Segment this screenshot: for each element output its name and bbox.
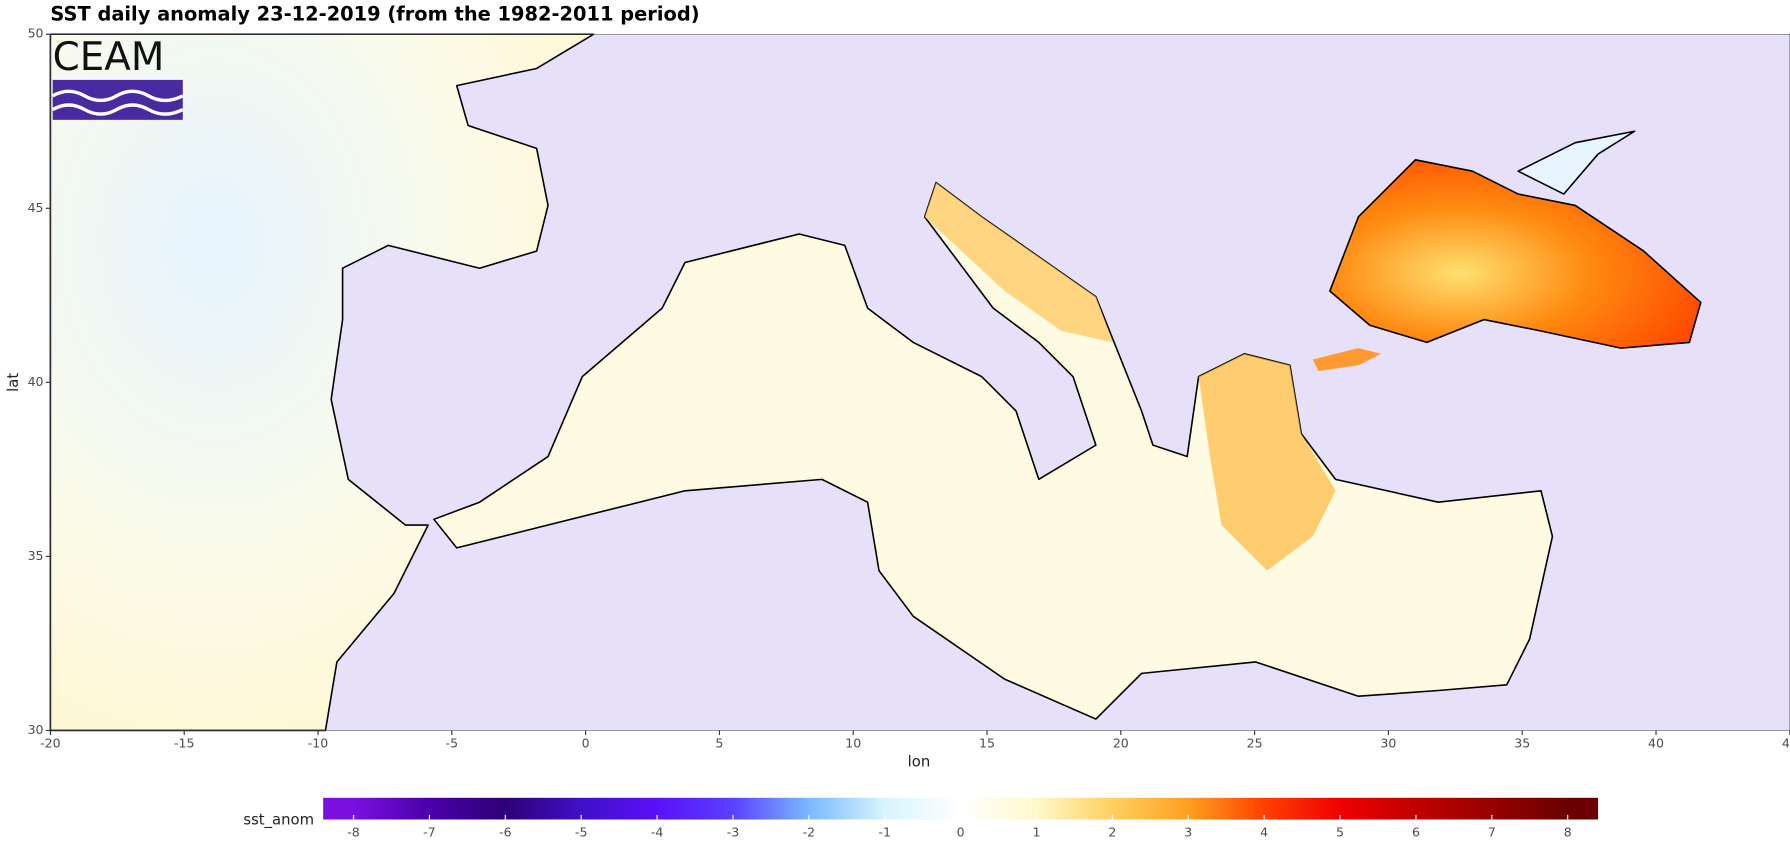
x-tick-label: 15 (979, 736, 995, 751)
logo-text: CEAM (53, 35, 165, 80)
logo: CEAM (51, 35, 184, 120)
y-tick-label: 50 (28, 26, 44, 41)
colorbar-tick-label: -1 (878, 825, 891, 840)
x-tick-label: 35 (1514, 736, 1530, 751)
x-axis-label: lon (908, 753, 931, 770)
black-sea (1329, 158, 1702, 349)
colorbar-tick-label: -3 (727, 825, 740, 840)
x-tick-label: -15 (174, 736, 195, 751)
x-tick-label: 20 (1113, 736, 1129, 751)
logo-wave-lines (51, 89, 184, 116)
y-tick-label: 30 (28, 722, 44, 737)
map-panel: CEAM (49, 33, 1790, 732)
y-tick-label: 45 (28, 200, 44, 215)
aegean-anomaly (1198, 353, 1336, 571)
colorbar-tick-label: 2 (1108, 825, 1116, 840)
x-tick-label: 25 (1247, 736, 1263, 751)
x-tick-label: 40 (1648, 736, 1664, 751)
x-tick-label: 0 (582, 736, 590, 751)
azov-sea (1517, 130, 1636, 195)
colorbar-tick-label: 8 (1564, 825, 1572, 840)
x-tick-label: -10 (308, 736, 329, 751)
x-tick-label: -20 (40, 736, 61, 751)
colorbar-tick-label: -4 (651, 825, 664, 840)
colorbar-tick-label: -2 (803, 825, 816, 840)
atlantic (49, 33, 595, 732)
x-tick-label: 30 (1380, 736, 1396, 751)
y-tick-label: 40 (28, 374, 44, 389)
mediterranean (433, 181, 1554, 720)
colorbar-tick-label: -8 (347, 825, 360, 840)
colorbar (323, 797, 1599, 820)
colorbar-tick-label: 6 (1412, 825, 1420, 840)
y-tick-label: 35 (28, 548, 44, 563)
x-tick-label: 45 (1782, 736, 1790, 751)
colorbar-tick-label: -7 (423, 825, 436, 840)
colorbar-tick-label: 4 (1260, 825, 1268, 840)
chart-title: SST daily anomaly 23-12-2019 (from the 1… (50, 2, 699, 25)
colorbar-tick-label: -5 (575, 825, 588, 840)
x-tick-label: -5 (446, 736, 459, 751)
colorbar-tick-label: 1 (1033, 825, 1041, 840)
colorbar-tick-label: -6 (499, 825, 512, 840)
marmara (1312, 348, 1382, 371)
y-axis-label: lat (5, 373, 22, 392)
colorbar-label: sst_anom (243, 812, 314, 829)
colorbar-tick-label: 7 (1488, 825, 1496, 840)
x-tick-label: 5 (715, 736, 723, 751)
colorbar-tick-label: 3 (1184, 825, 1192, 840)
x-tick-label: 10 (845, 736, 861, 751)
colorbar-tick-label: 5 (1336, 825, 1344, 840)
colorbar-tick-label: 0 (957, 825, 965, 840)
adriatic-anomaly (924, 182, 1113, 343)
